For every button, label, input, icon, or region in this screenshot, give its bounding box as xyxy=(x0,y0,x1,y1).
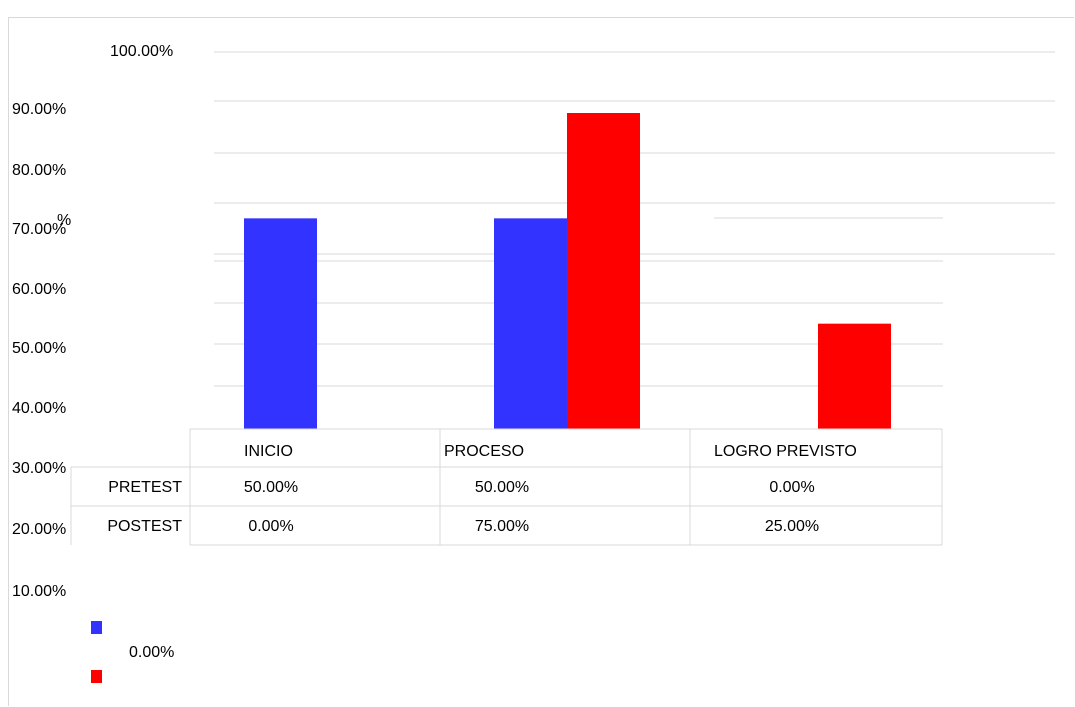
chart-frame xyxy=(8,17,1074,706)
bar-postest-1 xyxy=(567,113,640,429)
bar-pretest-0 xyxy=(244,218,317,429)
y-tick-label-1: 90.00% xyxy=(12,101,66,118)
legend-swatch-pretest xyxy=(91,621,102,634)
y-tick-label-8: 20.00% xyxy=(12,521,66,538)
table-header-0: INICIO xyxy=(244,443,293,460)
bar-pretest-1 xyxy=(494,218,567,429)
y-tick-label-10: 0.00% xyxy=(129,644,174,661)
table-row-label-postest: POSTEST xyxy=(107,518,182,535)
y-tick-label-0: 100.00% xyxy=(110,43,173,60)
table-cell-postest-1: 75.00% xyxy=(475,518,529,535)
legend-swatch-postest xyxy=(91,670,102,683)
y-tick-label-3: 70.00% xyxy=(12,221,66,238)
table-header-1: PROCESO xyxy=(444,443,524,460)
y-tick-label-9: 10.00% xyxy=(12,583,66,600)
y-tick-label-5: 50.00% xyxy=(12,340,66,357)
table-cell-postest-2: 25.00% xyxy=(765,518,819,535)
table-row-label-pretest: PRETEST xyxy=(108,479,182,496)
stray-percent-label: % xyxy=(57,212,71,229)
y-tick-label-4: 60.00% xyxy=(12,281,66,298)
y-tick-label-7: 30.00% xyxy=(12,460,66,477)
y-tick-label-6: 40.00% xyxy=(12,400,66,417)
table-cell-pretest-1: 50.00% xyxy=(475,479,529,496)
table-cell-pretest-0: 50.00% xyxy=(244,479,298,496)
table-cell-pretest-2: 0.00% xyxy=(769,479,814,496)
table-header-2: LOGRO PREVISTO xyxy=(714,443,857,460)
table-cell-postest-0: 0.00% xyxy=(248,518,293,535)
bar-postest-2 xyxy=(818,323,891,429)
y-tick-label-2: 80.00% xyxy=(12,162,66,179)
